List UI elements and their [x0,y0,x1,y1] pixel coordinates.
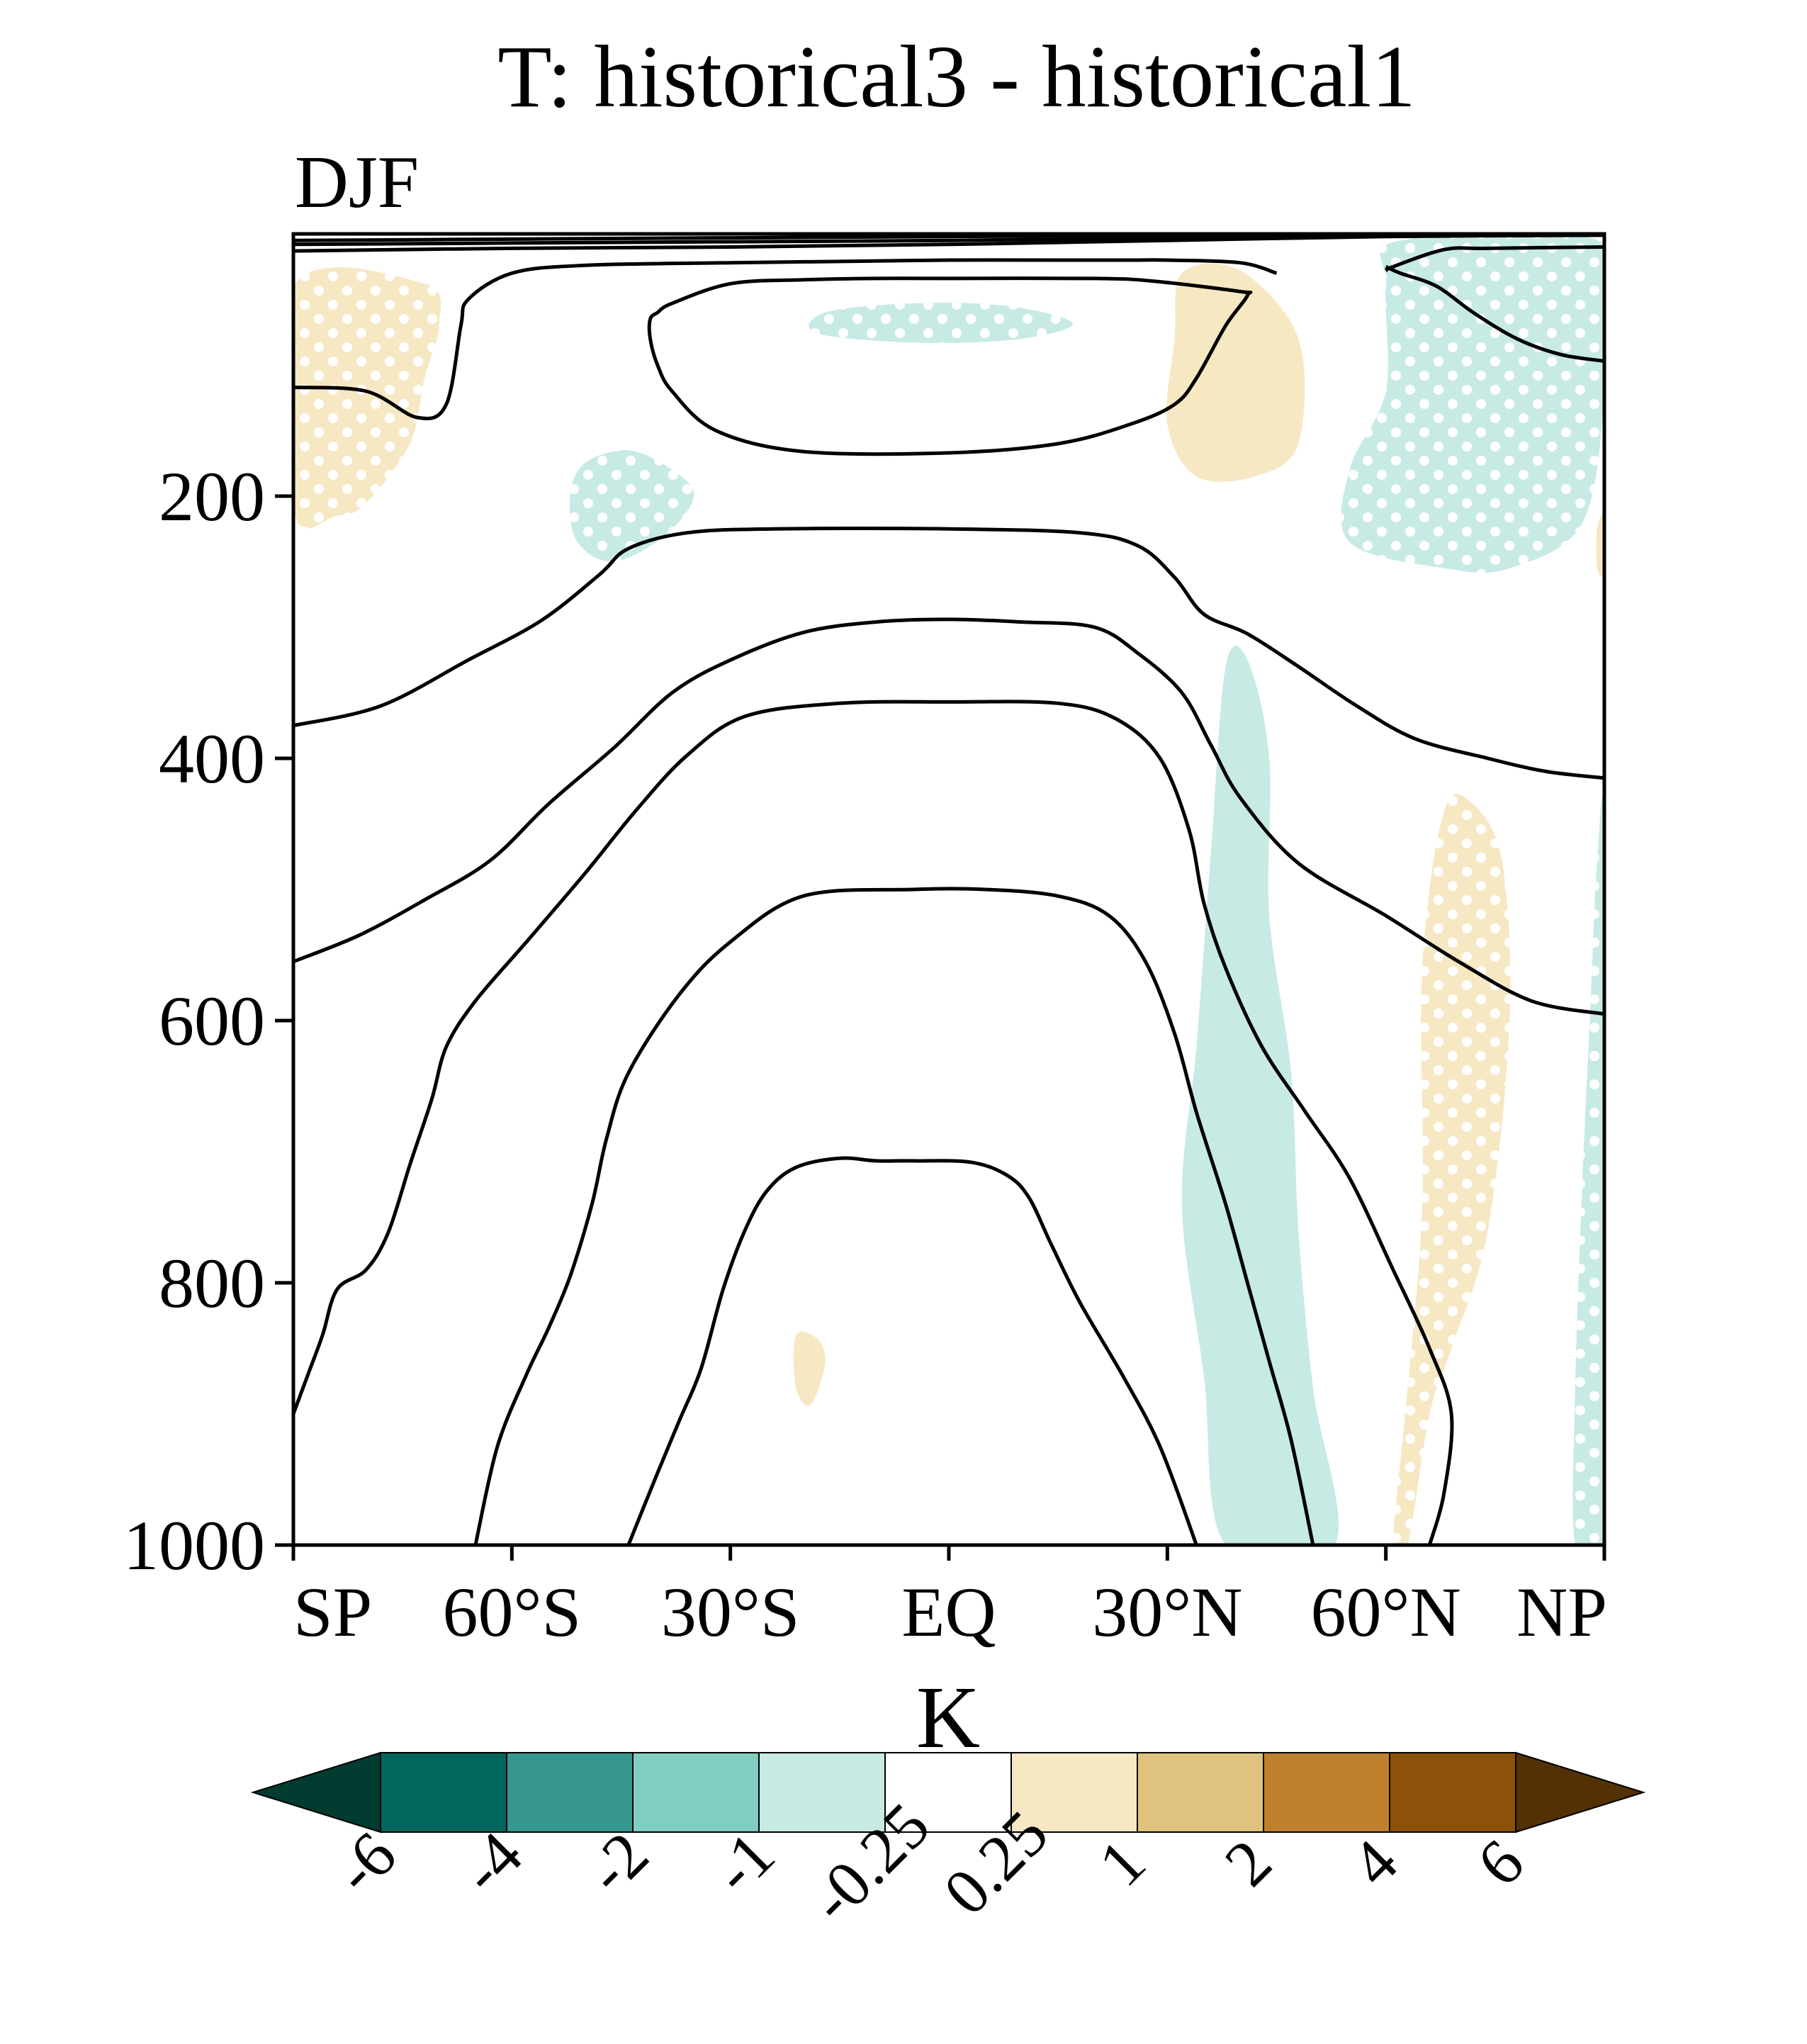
shaded-region-6 [1181,646,1339,1545]
colorbar-box-1 [506,1752,634,1833]
colorbar [250,1751,1646,1834]
shaded-regions [293,234,1604,1545]
contour-line-3 [293,258,1278,420]
stipple-region-1 [569,450,694,562]
colorbar-box-5 [1011,1752,1138,1833]
colorbar-extend-high [1515,1751,1646,1834]
colorbar-extend-low [250,1751,381,1834]
colorbar-box-3 [758,1752,886,1833]
y-tick-label-2: 600 [159,982,265,1060]
contour-line-5 [1385,265,1604,363]
colorbar-tick-label-6: 1 [1085,1826,1159,1900]
y-tick-label-1: 400 [159,719,265,798]
colorbar-tick-label-9: 6 [1463,1826,1538,1900]
colorbar-box-0 [380,1752,507,1833]
shaded-region-9 [793,1331,826,1406]
colorbar-tick-label-8: 4 [1337,1826,1412,1900]
x-tick-label-0: SP [293,1573,372,1651]
contour-line-4 [647,276,1253,456]
stipple-region-2 [809,303,1073,343]
x-axis: SP 60°S 30°S EQ 30°N 60°N NP [291,1545,1607,1651]
colorbar-box-7 [1263,1752,1390,1833]
colorbar-box-2 [632,1752,760,1833]
x-tick-label-2: 30°S [661,1573,800,1651]
contour-line-7 [293,527,1604,780]
chart-subtitle: DJF [295,140,419,223]
x-tick-label-3: EQ [901,1573,996,1651]
colorbar-box-8 [1389,1752,1516,1833]
stipple-region-4 [1341,234,1604,573]
chart-title: T: historical3 - historical1 [497,28,1416,126]
stipple-region-8 [1572,797,1604,1545]
y-tick-label-0: 200 [159,457,265,536]
y-tick-label-4: 1000 [123,1506,265,1585]
colorbar-label: K [916,1669,980,1767]
contour-line-6 [1384,245,1604,273]
x-tick-label-1: 60°S [443,1573,582,1651]
shaded-region-5 [1596,513,1604,577]
colorbar-box-6 [1137,1752,1264,1833]
x-tick-label-5: 60°N [1311,1573,1461,1651]
contour-line-11 [626,1156,1198,1545]
x-tick-label-6: NP [1516,1573,1607,1651]
contour-line-8 [293,617,1604,1016]
contour-line-2 [293,234,1604,253]
shaded-region-3 [1166,263,1305,482]
colorbar-tick-label-7: 2 [1211,1826,1285,1900]
y-axis: 200 400 600 800 1000 [123,457,293,1585]
colorbar-box-4 [884,1752,1012,1833]
contour-line-10 [473,887,1315,1545]
stipple-region-0 [293,267,441,529]
x-tick-label-4: 30°N [1092,1573,1242,1651]
stipple-region-7 [1392,794,1511,1545]
y-tick-label-3: 800 [159,1244,265,1323]
contour-line-9 [293,700,1454,1545]
